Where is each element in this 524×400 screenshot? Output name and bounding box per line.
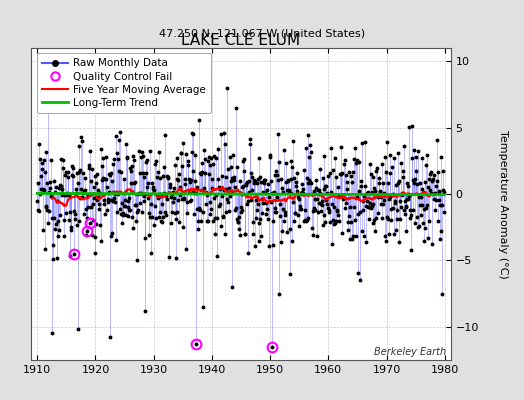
Legend: Raw Monthly Data, Quality Control Fail, Five Year Moving Average, Long-Term Tren: Raw Monthly Data, Quality Control Fail, …	[37, 53, 211, 113]
Y-axis label: Temperature Anomaly (°C): Temperature Anomaly (°C)	[498, 130, 508, 278]
Text: 47.250 N, 121.067 W (United States): 47.250 N, 121.067 W (United States)	[159, 28, 365, 38]
Text: Berkeley Earth: Berkeley Earth	[374, 347, 446, 357]
Title: LAKE CLE ELUM: LAKE CLE ELUM	[181, 33, 301, 48]
